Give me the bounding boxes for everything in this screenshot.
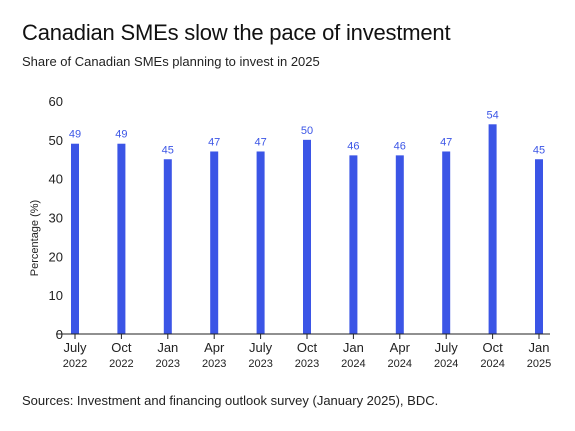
x-tick-label-year: 2024 <box>388 358 412 370</box>
x-tick-label-month: Jan <box>343 340 364 355</box>
x-tick-label-year: 2023 <box>156 358 180 370</box>
y-tick-label: 10 <box>49 288 63 303</box>
x-tick-label-month: Apr <box>390 340 411 355</box>
y-axis-ticks: 0102030405060 <box>49 94 63 342</box>
x-tick-label-month: Oct <box>111 340 132 355</box>
y-tick-label: 60 <box>49 94 63 109</box>
x-tick-label-year: 2024 <box>434 358 458 370</box>
bar-value-label: 49 <box>115 129 127 141</box>
x-tick-label-month: Jan <box>529 340 550 355</box>
y-axis-label: Percentage (%) <box>29 200 41 276</box>
bar-value-label: 47 <box>254 136 266 148</box>
x-tick-label-year: 2022 <box>109 358 133 370</box>
chart-subtitle: Share of Canadian SMEs planning to inves… <box>22 54 320 69</box>
bar-value-label: 46 <box>394 140 406 152</box>
y-tick-label: 30 <box>49 211 63 226</box>
x-tick-label-month: Oct <box>297 340 318 355</box>
bar-value-label: 46 <box>347 140 359 152</box>
y-tick-label: 40 <box>49 172 63 187</box>
bar <box>395 155 404 334</box>
bar-value-label: 50 <box>301 125 313 137</box>
bar <box>488 124 497 334</box>
x-tick-label-month: Oct <box>482 340 503 355</box>
bar-value-label: 47 <box>440 136 452 148</box>
bar <box>71 143 79 334</box>
bar-value-label: 45 <box>162 144 174 156</box>
bar-value-label: 54 <box>486 109 498 121</box>
bars-group <box>71 124 543 334</box>
bar <box>117 143 126 334</box>
x-tick-label-month: July <box>249 340 273 355</box>
y-tick-label: 50 <box>49 133 63 148</box>
bar-value-label: 45 <box>533 144 545 156</box>
source-note: Sources: Investment and financing outloo… <box>22 393 439 408</box>
x-tick-label-month: July <box>435 340 459 355</box>
bar <box>256 151 265 334</box>
bar-value-label: 47 <box>208 136 220 148</box>
x-axis-ticks: July 2022 Oct 2022 Jan 2023 Apr 2023 July 2023 Oct… <box>63 334 551 370</box>
bar <box>535 159 543 334</box>
x-tick-label-month: Apr <box>204 340 225 355</box>
bar <box>349 155 358 334</box>
x-tick-label-month: July <box>63 340 87 355</box>
x-tick-label-year: 2024 <box>480 358 504 370</box>
x-tick-label-month: Jan <box>157 340 178 355</box>
bar <box>210 151 219 334</box>
chart-title: Canadian SMEs slow the pace of investmen… <box>22 20 451 45</box>
bar <box>163 159 172 334</box>
x-tick-label-year: 2023 <box>202 358 226 370</box>
bar <box>303 139 311 334</box>
y-tick-label: 20 <box>49 249 63 264</box>
x-tick-label-year: 2023 <box>295 358 319 370</box>
x-tick-label-year: 2024 <box>341 358 365 370</box>
x-tick-label-year: 2025 <box>527 358 551 370</box>
bar-value-label: 49 <box>69 129 81 141</box>
bar <box>442 151 451 334</box>
bar-labels-group: 49 49 45 47 47 50 46 46 47 54 45 <box>69 109 545 156</box>
x-tick-label-year: 2023 <box>248 358 272 370</box>
x-tick-label-year: 2022 <box>63 358 87 370</box>
